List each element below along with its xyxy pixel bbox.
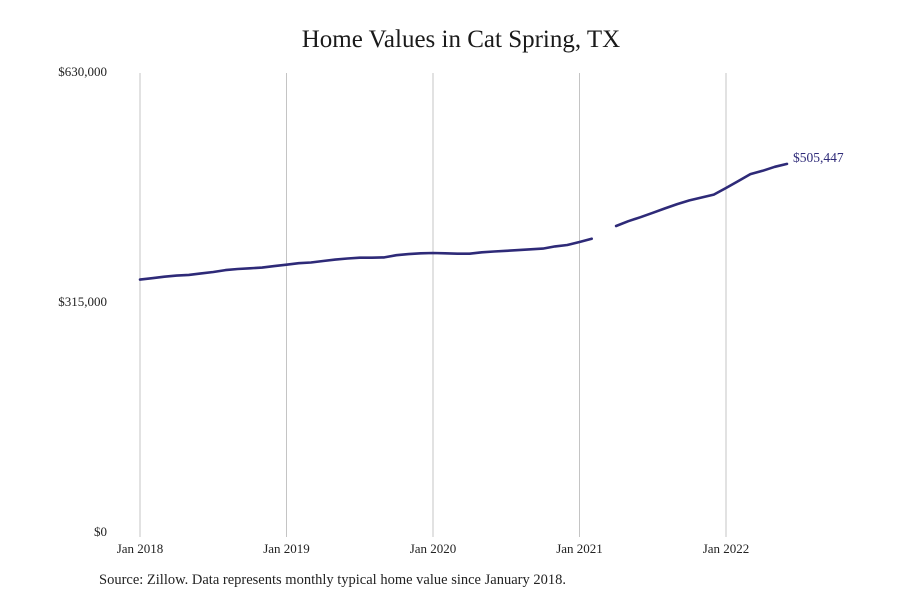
y-tick-label: $315,000	[58, 294, 107, 309]
series-line-segment-2	[614, 162, 789, 228]
vertical-gridlines	[139, 73, 727, 537]
x-tick-label: Jan 2020	[410, 541, 457, 556]
y-tick-label: $0	[94, 524, 107, 539]
y-axis-ticks: $0 $315,000 $630,000	[58, 64, 107, 539]
series-line-segment-1	[138, 237, 594, 281]
x-axis-ticks: Jan 2018 Jan 2019 Jan 2020 Jan 2021 Jan 2022	[117, 541, 750, 556]
source-note: Source: Zillow. Data represents monthly …	[99, 572, 566, 588]
y-tick-label: $630,000	[58, 64, 107, 79]
chart-title: Home Values in Cat Spring, TX	[301, 26, 621, 53]
x-tick-label: Jan 2021	[556, 541, 603, 556]
end-value-label: $505,447	[793, 150, 844, 165]
x-tick-label: Jan 2019	[263, 541, 310, 556]
home-value-series	[138, 162, 789, 281]
x-tick-label: Jan 2022	[703, 541, 750, 556]
x-tick-label: Jan 2018	[117, 541, 164, 556]
